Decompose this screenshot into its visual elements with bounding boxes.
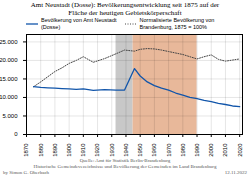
svg-text:1970: 1970 (166, 143, 172, 157)
svg-text:5.000: 5.000 (2, 113, 18, 119)
svg-text:1910: 1910 (80, 143, 86, 157)
svg-text:10.000: 10.000 (0, 94, 18, 100)
svg-text:1930: 1930 (109, 143, 115, 157)
svg-text:20.000: 20.000 (0, 57, 18, 63)
svg-text:1880: 1880 (38, 143, 44, 157)
svg-text:1920: 1920 (94, 143, 100, 157)
svg-text:2010: 2010 (222, 143, 228, 157)
svg-text:15.000: 15.000 (0, 76, 18, 82)
html-text:Historische Gemeindevezeichnis: Historische Gemeindevezeichnisse und Bev… (33, 164, 217, 169)
svg-text:1960: 1960 (151, 143, 157, 157)
svg-text:2020: 2020 (237, 143, 243, 157)
svg-text:1980: 1980 (180, 143, 186, 157)
html-text:Normalisierte Bevölkerung von: Normalisierte Bevölkerung von Brandenbur… (139, 17, 215, 30)
html-text:Amt Neustadt (Dosse): Bevölker: Amt Neustadt (Dosse): Bevölkerungsentwic… (30, 1, 220, 17)
html-text:12.11.2022: 12.11.2022 (224, 170, 247, 175)
html-text:Quelle: Amt für Statistik Berl: Quelle: Amt für Statistik Berlin-Branden… (79, 158, 171, 163)
svg-text:1940: 1940 (123, 143, 129, 157)
svg-text:1890: 1890 (52, 143, 58, 157)
svg-text:1950: 1950 (137, 143, 143, 157)
svg-text:1870: 1870 (23, 143, 29, 157)
html-text:Bevölkerung von Amt Neustadt (: Bevölkerung von Amt Neustadt (Dosse) (41, 17, 117, 30)
html-text:by Simon G. Oberbach: by Simon G. Oberbach (3, 170, 50, 175)
svg-text:25.000: 25.000 (0, 39, 18, 45)
svg-text:1990: 1990 (194, 143, 200, 157)
svg-text:0: 0 (14, 131, 18, 137)
svg-text:1900: 1900 (66, 143, 72, 157)
svg-text:2000: 2000 (208, 143, 214, 157)
